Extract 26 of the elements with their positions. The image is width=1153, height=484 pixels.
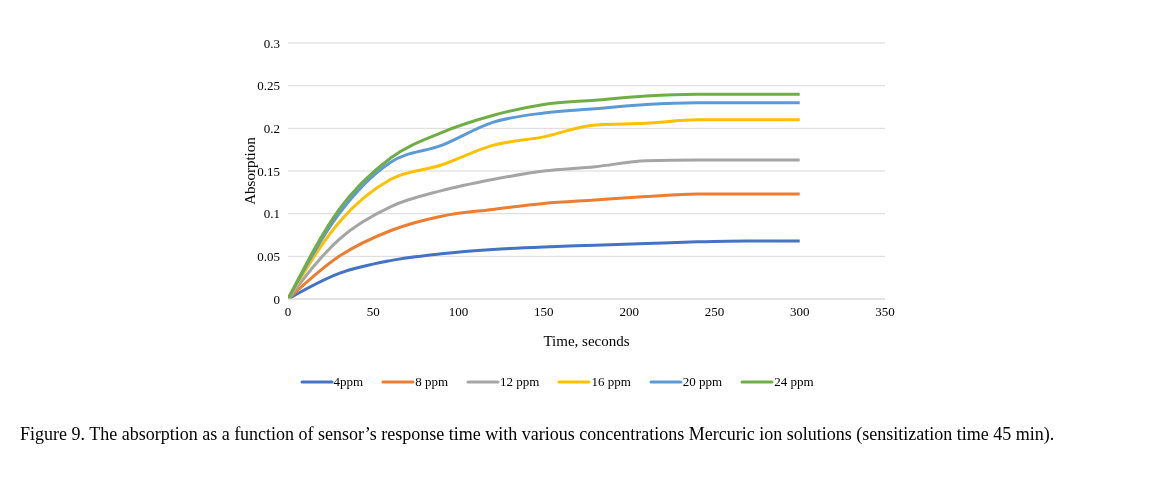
- line-series: [288, 192, 802, 299]
- y-tick-label: 0.05: [257, 248, 280, 264]
- legend-label: 20 ppm: [682, 374, 723, 390]
- legend-label: 12 ppm: [500, 374, 540, 390]
- x-tick-label: 350: [875, 304, 895, 320]
- y-axis-title: Absorption: [242, 136, 259, 205]
- legend-label: 16 ppm: [591, 374, 631, 390]
- y-tick-label: 0: [273, 291, 280, 307]
- x-tick-label: 150: [534, 304, 554, 320]
- x-tick-label: 0: [284, 304, 292, 320]
- caption: Figure 9. The absorption as a function of sensor’s response time with various concentrations Mercuric ion solutions (sensitization time 45 min).: [20, 423, 1056, 446]
- y-tick-label: 0.25: [257, 78, 280, 94]
- x-tick-label: 250: [704, 304, 725, 320]
- x-tick-label: 100: [448, 304, 469, 320]
- y-tick-label: 0.15: [257, 163, 280, 179]
- x-axis-title: Time, seconds: [543, 333, 630, 349]
- y-tick-label: 0.1: [263, 206, 280, 222]
- y-tick-label: 0.3: [263, 35, 280, 51]
- legend-label: 4ppm: [333, 374, 364, 390]
- x-tick-label: 200: [619, 304, 639, 320]
- legend-label: 8 ppm: [415, 374, 448, 390]
- y-tick-label: 0.2: [263, 120, 280, 136]
- x-tick-label: 300: [789, 304, 810, 320]
- line-series: [288, 158, 802, 299]
- legend-label: 24 ppm: [774, 374, 814, 390]
- x-tick-label: 50: [366, 304, 380, 320]
